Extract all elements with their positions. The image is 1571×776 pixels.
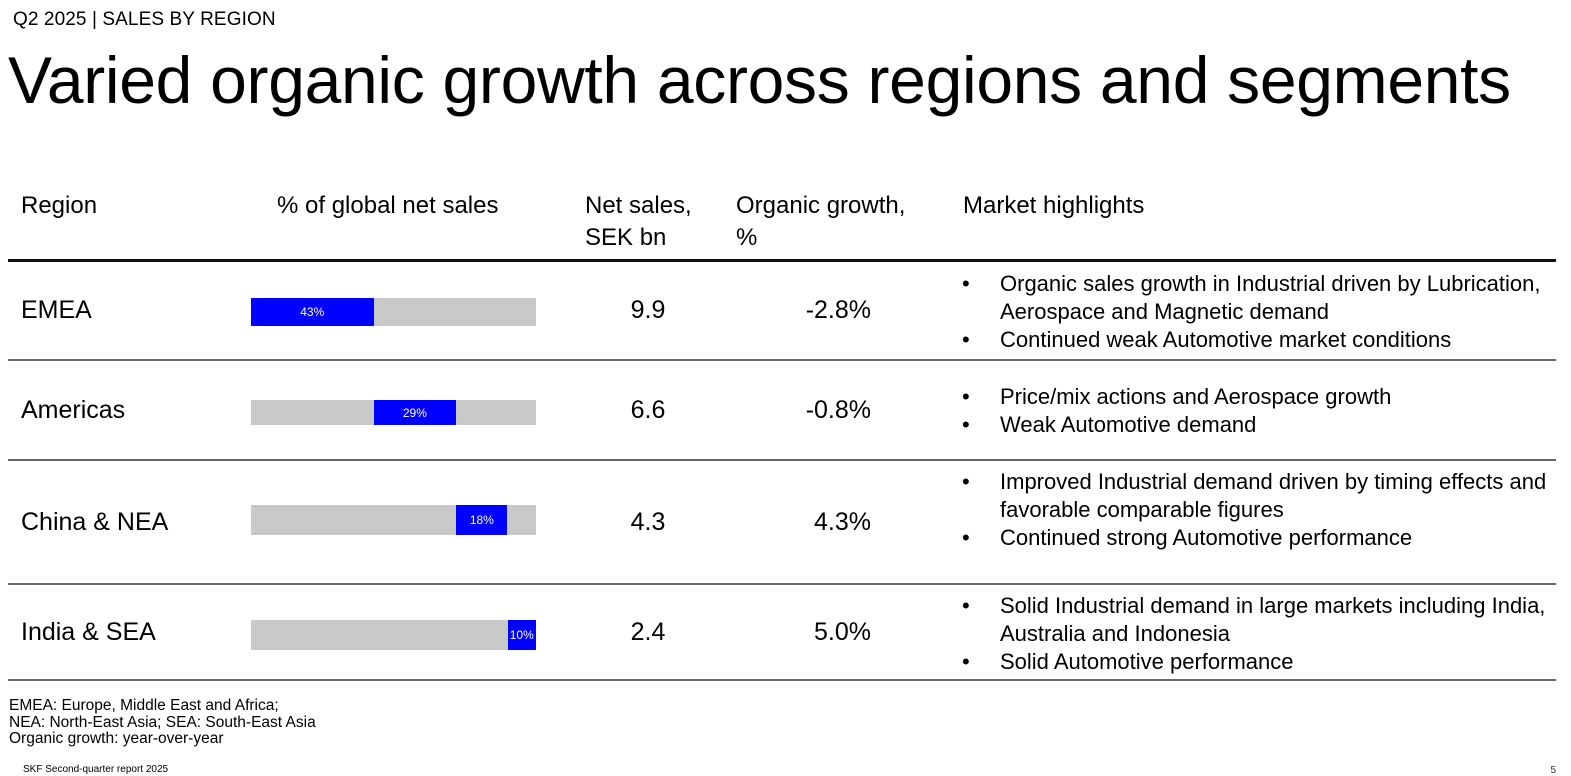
column-header-growth-line2: % (736, 224, 758, 251)
net-sales-value: 2.4 (630, 618, 666, 646)
net-sales-value: 6.6 (630, 396, 666, 424)
bullet-icon: • (962, 384, 970, 409)
net-sales-value: 4.3 (630, 508, 666, 536)
column-header-highlights: Market highlights (963, 192, 1145, 219)
highlights-list: • Solid Industrial demand in large market… (962, 592, 1562, 676)
highlight-text: Solid Automotive performance (1000, 649, 1294, 674)
share-bar-track: 10% (251, 620, 536, 650)
column-header-growth-line1: Organic growth, (736, 192, 906, 219)
share-bar-track: 43% (251, 298, 536, 326)
bullet-icon: • (962, 525, 970, 550)
highlight-text: Solid Industrial demand in large markets… (1000, 593, 1546, 646)
highlight-text: Continued weak Automotive market conditi… (1000, 327, 1452, 352)
highlight-item: • Continued weak Automotive market condit… (962, 326, 1562, 354)
footnote: EMEA: Europe, Middle East and Africa; (9, 697, 279, 714)
highlight-item: • Price/mix actions and Aerospace growth (962, 383, 1562, 411)
region-label: China & NEA (21, 508, 169, 536)
share-bar-fill: 18% (456, 505, 508, 535)
highlight-item: • Solid Industrial demand in large market… (962, 592, 1562, 648)
organic-growth-value: -0.8% (805, 396, 871, 424)
highlight-item: • Weak Automotive demand (962, 411, 1562, 439)
share-bar-fill: 10% (507, 620, 536, 650)
section-kicker: Q2 2025 | SALES BY REGION (13, 9, 276, 30)
net-sales-value: 9.9 (630, 296, 666, 324)
bullet-icon: • (962, 412, 970, 437)
share-bar-fill: 43% (251, 298, 374, 326)
row-divider (8, 583, 1556, 585)
highlight-text: Continued strong Automotive performance (1000, 525, 1413, 550)
highlight-item: • Continued strong Automotive performance (962, 524, 1562, 552)
row-divider (8, 459, 1556, 461)
highlight-text: Organic sales growth in Industrial drive… (1000, 271, 1541, 324)
bullet-icon: • (962, 327, 970, 352)
highlight-item: • Improved Industrial demand driven by ti… (962, 468, 1562, 524)
share-bar-fill: 29% (373, 400, 457, 425)
share-bar-label: 29% (402, 405, 427, 420)
page-number: 5 (1550, 765, 1556, 776)
column-header-organic-growth: Organic growth, % (736, 190, 905, 254)
region-label: EMEA (21, 296, 92, 324)
region-label: Americas (21, 396, 126, 424)
highlights-list: • Improved Industrial demand driven by ti… (962, 468, 1562, 552)
share-bar-track: 29% (251, 400, 536, 425)
highlight-text: Price/mix actions and Aerospace growth (1000, 384, 1392, 409)
organic-growth-value: 4.3% (814, 508, 871, 536)
share-bar-label: 10% (509, 628, 534, 642)
header-divider (8, 259, 1556, 262)
highlights-list: • Organic sales growth in Industrial driv… (962, 270, 1562, 354)
column-header-net-sales: Net sales, SEK bn (585, 190, 692, 254)
column-header-region: Region (21, 192, 98, 219)
highlight-text: Weak Automotive demand (1000, 412, 1257, 437)
footnote: NEA: North-East Asia; SEA: South-East As… (9, 713, 316, 731)
row-divider (8, 359, 1556, 361)
organic-growth-value: 5.0% (814, 618, 871, 646)
page-title: Varied organic growth across regions and… (8, 43, 1511, 117)
footnotes: EMEA: Europe, Middle East and Africa; NE… (9, 697, 316, 748)
organic-growth-value: -2.8% (805, 296, 871, 324)
column-header-net-sales-line1: Net sales, (585, 192, 692, 219)
footnote: Organic growth: year-over-year (9, 730, 224, 747)
column-header-share: % of global net sales (277, 192, 499, 219)
bullet-icon: • (962, 271, 970, 296)
row-divider (8, 679, 1556, 681)
bullet-icon: • (962, 593, 970, 618)
column-header-net-sales-line2: SEK bn (585, 224, 667, 251)
bullet-icon: • (962, 649, 970, 674)
region-label: India & SEA (21, 618, 156, 646)
bullet-icon: • (962, 469, 970, 494)
highlight-item: • Solid Automotive performance (962, 648, 1562, 676)
highlight-item: • Organic sales growth in Industrial driv… (962, 270, 1562, 326)
share-bar-label: 43% (300, 305, 325, 319)
report-footer: SKF Second-quarter report 2025 (23, 764, 169, 775)
share-bar-label: 18% (469, 513, 494, 527)
highlights-list: • Price/mix actions and Aerospace growth … (962, 383, 1562, 439)
highlight-text: Improved Industrial demand driven by tim… (1000, 469, 1547, 522)
share-bar-track: 18% (251, 505, 536, 535)
